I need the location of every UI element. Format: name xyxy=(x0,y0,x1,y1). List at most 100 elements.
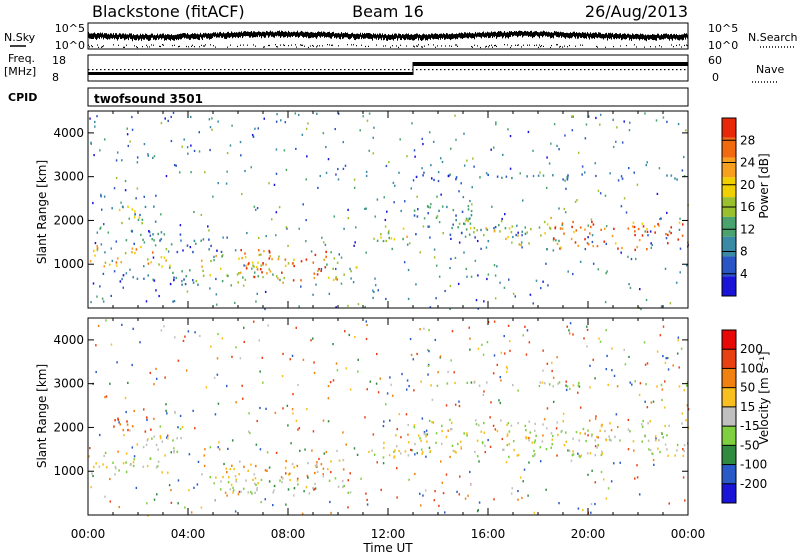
scatter-cell xyxy=(102,300,105,303)
scatter-cell xyxy=(96,231,99,234)
echo-cell xyxy=(520,241,523,244)
echo-cell xyxy=(528,439,530,442)
noise-sky-mark xyxy=(679,34,680,41)
scatter-cell xyxy=(592,262,595,265)
noise-sky-mark xyxy=(406,33,407,39)
scatter-cell xyxy=(149,234,152,237)
echo-cell xyxy=(568,449,571,452)
scatter-cell xyxy=(521,234,523,237)
nave-dot xyxy=(624,69,626,71)
noise-search-mark xyxy=(327,44,328,46)
noise-search-mark xyxy=(203,45,204,47)
echo-cell xyxy=(594,439,597,442)
noise-search-mark xyxy=(136,46,137,48)
scatter-cell xyxy=(463,251,465,254)
noise-sky-mark xyxy=(269,31,270,37)
scatter-cell xyxy=(647,234,649,237)
echo-cell xyxy=(387,230,390,233)
scatter-cell xyxy=(104,396,106,399)
scatter-cell xyxy=(115,176,118,180)
noise-sky-mark xyxy=(219,32,220,38)
scatter-cell xyxy=(187,152,189,155)
noise-search-mark xyxy=(560,45,561,48)
scatter-cell xyxy=(519,172,521,175)
scatter-cell xyxy=(621,141,624,144)
echo-cell xyxy=(279,479,281,482)
scatter-cell xyxy=(327,158,330,161)
noise-sky-mark xyxy=(553,32,554,39)
scatter-cell xyxy=(204,448,206,451)
scatter-cell xyxy=(337,112,340,115)
echo-cell xyxy=(284,264,287,267)
scatter-cell xyxy=(421,417,424,420)
scatter-cell xyxy=(627,448,630,451)
noise-sky-mark xyxy=(644,35,645,41)
noise-sky-mark xyxy=(275,31,276,36)
scatter-cell xyxy=(353,178,356,181)
nave-dot xyxy=(680,69,682,71)
echo-cell xyxy=(338,459,341,462)
scatter-cell xyxy=(297,428,299,431)
scatter-cell xyxy=(567,270,569,273)
noise-search-mark xyxy=(126,44,127,46)
scatter-cell xyxy=(177,479,180,482)
echo-cell xyxy=(502,448,504,451)
scatter-cell xyxy=(164,117,166,120)
noise-sky-mark xyxy=(372,34,373,41)
scatter-cell xyxy=(460,182,462,185)
scatter-cell xyxy=(597,268,600,271)
echo-cell xyxy=(535,434,537,438)
noise-sky-mark xyxy=(534,31,535,38)
echo-cell xyxy=(404,450,407,453)
scatter-cell xyxy=(100,193,102,196)
scatter-cell xyxy=(253,205,256,208)
nave-dot xyxy=(672,69,674,71)
echo-cell xyxy=(144,205,147,209)
scatter-cell xyxy=(471,186,473,189)
scatter-cell xyxy=(250,166,252,169)
echo-cell xyxy=(578,439,581,442)
scatter-cell xyxy=(366,503,369,506)
scatter-cell xyxy=(569,322,572,325)
scatter-cell xyxy=(599,340,602,343)
noise-sky-mark xyxy=(602,33,603,39)
noise-sky-mark xyxy=(318,31,319,37)
scatter-cell xyxy=(588,115,590,118)
scatter-cell xyxy=(486,277,488,281)
echo-cell xyxy=(654,439,657,442)
scatter-cell xyxy=(477,307,480,310)
echo-cell xyxy=(646,227,648,231)
scatter-cell xyxy=(427,373,429,376)
scatter-cell xyxy=(661,398,663,402)
echo-cell xyxy=(446,205,448,209)
x-tick-label: 16:00 xyxy=(471,527,506,541)
noise-sky-mark xyxy=(659,35,660,40)
echo-cell xyxy=(266,272,268,275)
echo-cell xyxy=(543,382,546,385)
noise-sky-mark xyxy=(444,33,445,40)
scatter-cell xyxy=(109,477,111,481)
scatter-cell xyxy=(259,406,261,410)
echo-cell xyxy=(556,421,559,424)
echo-cell xyxy=(163,233,166,236)
noise-sky-mark xyxy=(286,31,287,37)
noise-search-mark xyxy=(237,45,238,48)
noise-search-mark xyxy=(319,45,320,47)
echo-cell xyxy=(586,452,589,455)
scatter-cell xyxy=(174,410,176,414)
echo-cell xyxy=(435,216,438,219)
noise-search-mark xyxy=(449,45,450,47)
scatter-cell xyxy=(565,187,567,190)
scatter-cell xyxy=(415,283,417,286)
noise-sky-mark xyxy=(558,31,559,38)
echo-cell xyxy=(185,275,188,278)
noise-sky-mark xyxy=(205,32,206,37)
scatter-cell xyxy=(629,286,632,290)
scatter-cell xyxy=(292,412,294,415)
scatter-cell xyxy=(146,418,148,421)
scatter-cell xyxy=(683,389,685,392)
noise-sky-mark xyxy=(308,32,309,39)
scatter-cell xyxy=(396,428,398,431)
echo-cell xyxy=(429,449,432,453)
nave-dot xyxy=(176,69,178,71)
